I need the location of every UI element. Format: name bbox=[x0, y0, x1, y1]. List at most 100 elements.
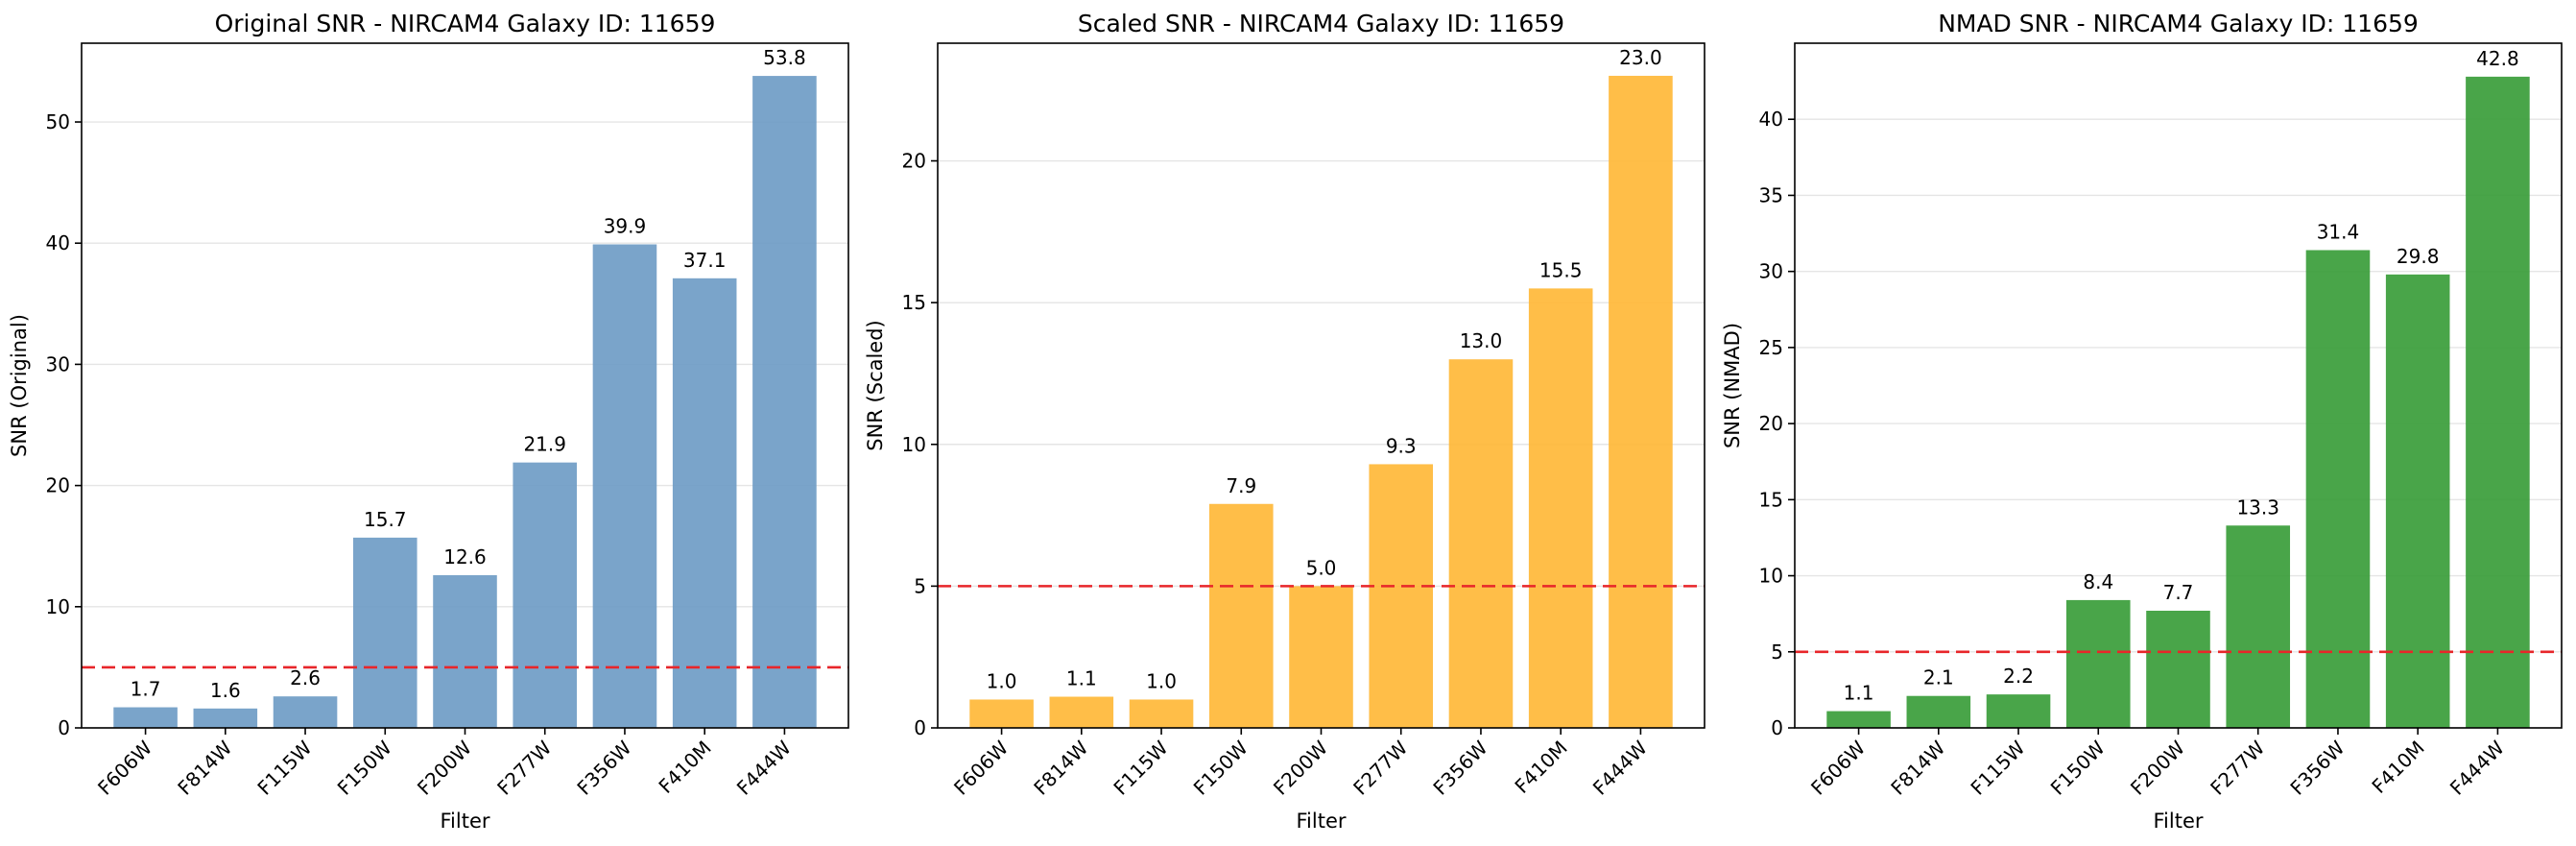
plot-frame bbox=[81, 42, 849, 729]
x-tick-label: F814W bbox=[1886, 736, 1949, 799]
plot-frame bbox=[1794, 42, 2563, 729]
bar-value-label: 15.5 bbox=[1539, 258, 1583, 281]
bar-value-label: 9.3 bbox=[1386, 434, 1417, 457]
bar bbox=[2385, 274, 2450, 728]
bar bbox=[2226, 525, 2291, 728]
bar bbox=[193, 708, 258, 728]
x-tick-label: F606W bbox=[949, 736, 1013, 799]
x-tick-label: F200W bbox=[413, 736, 476, 799]
bar-value-label: 1.7 bbox=[131, 678, 161, 701]
bar-value-label: 29.8 bbox=[2397, 245, 2440, 268]
bar bbox=[969, 699, 1034, 728]
x-tick-label: F356W bbox=[1428, 736, 1491, 799]
bar bbox=[1609, 75, 1673, 728]
bar bbox=[2065, 599, 2131, 728]
chart-scaled-snr: Scaled SNR - NIRCAM4 Galaxy ID: 11659 Fi… bbox=[864, 10, 1705, 833]
plot-frame bbox=[937, 42, 1705, 729]
bar-value-label: 7.7 bbox=[2163, 581, 2194, 604]
x-tick-label: F115W bbox=[1109, 736, 1172, 799]
x-tick-label: F277W bbox=[2206, 736, 2269, 799]
chart-original-snr: Original SNR - NIRCAM4 Galaxy ID: 11659 … bbox=[8, 10, 849, 833]
bar bbox=[433, 574, 497, 728]
bar-value-label: 5.0 bbox=[1306, 556, 1337, 579]
bar bbox=[1448, 359, 1514, 728]
x-tick-label: F410M bbox=[2367, 737, 2428, 798]
x-tick-label: F356W bbox=[2285, 736, 2349, 799]
y-tick-label: 10 bbox=[46, 595, 70, 618]
y-tick-label: 35 bbox=[1759, 183, 1783, 206]
y-tick-label: 5 bbox=[1771, 641, 1783, 664]
x-tick-label: F410M bbox=[654, 737, 715, 798]
x-tick-label: F356W bbox=[572, 736, 635, 799]
x-tick-label: F150W bbox=[333, 736, 396, 799]
bar-value-label: 8.4 bbox=[2083, 570, 2113, 593]
y-tick-label: 25 bbox=[1759, 336, 1783, 359]
x-tick-label: F606W bbox=[1806, 736, 1870, 799]
y-tick-label: 40 bbox=[46, 231, 70, 254]
y-tick-label: 50 bbox=[46, 110, 70, 133]
bar bbox=[113, 707, 178, 728]
chart-nmad-snr: NMAD SNR - NIRCAM4 Galaxy ID: 11659 Filt… bbox=[1721, 10, 2563, 833]
bar bbox=[1129, 699, 1194, 728]
x-tick-label: F150W bbox=[2046, 736, 2110, 799]
y-tick-label: 40 bbox=[1759, 108, 1783, 131]
y-tick-label: 15 bbox=[1759, 488, 1783, 511]
y-tick-label: 30 bbox=[46, 352, 70, 375]
y-axis-label: SNR (Scaled) bbox=[864, 320, 887, 451]
chart-title: Scaled SNR - NIRCAM4 Galaxy ID: 11659 bbox=[1078, 10, 1564, 37]
bar bbox=[1289, 586, 1353, 728]
bar-value-label: 42.8 bbox=[2476, 47, 2519, 70]
x-tick-label: F150W bbox=[1189, 736, 1252, 799]
y-axis-label: SNR (NMAD) bbox=[1721, 323, 1744, 448]
bar-value-label: 15.7 bbox=[364, 508, 407, 531]
y-tick-label: 15 bbox=[902, 291, 926, 314]
bar-value-label: 23.0 bbox=[1619, 46, 1662, 69]
bar bbox=[1528, 288, 1593, 728]
bar bbox=[592, 244, 657, 728]
x-tick-label: F444W bbox=[1588, 736, 1652, 799]
bar bbox=[2466, 76, 2530, 728]
bar-value-label: 1.1 bbox=[1844, 682, 1874, 705]
bar bbox=[273, 696, 338, 728]
x-tick-label: F444W bbox=[2445, 736, 2509, 799]
bar bbox=[1208, 503, 1274, 728]
bar bbox=[1986, 694, 2051, 728]
bar bbox=[672, 278, 737, 728]
bar-value-label: 1.6 bbox=[210, 679, 241, 702]
bar-value-label: 1.0 bbox=[987, 669, 1017, 692]
chart-title: Original SNR - NIRCAM4 Galaxy ID: 11659 bbox=[215, 10, 716, 37]
bar-value-label: 2.2 bbox=[2003, 665, 2034, 688]
x-tick-label: F444W bbox=[732, 736, 796, 799]
y-tick-label: 20 bbox=[1759, 412, 1783, 435]
bar-value-label: 53.8 bbox=[763, 46, 806, 69]
bar bbox=[1049, 696, 1114, 728]
y-tick-label: 20 bbox=[902, 150, 926, 173]
bar-value-label: 7.9 bbox=[1226, 474, 1256, 497]
chart-title: NMAD SNR - NIRCAM4 Galaxy ID: 11659 bbox=[1938, 10, 2419, 37]
bar-value-label: 37.1 bbox=[683, 249, 727, 272]
y-tick-label: 20 bbox=[46, 474, 70, 497]
bar-value-label: 31.4 bbox=[2317, 220, 2360, 243]
y-tick-label: 30 bbox=[1759, 260, 1783, 283]
bar-value-label: 2.6 bbox=[290, 666, 321, 689]
bar bbox=[2305, 250, 2371, 728]
x-tick-label: F277W bbox=[492, 736, 556, 799]
bar bbox=[1906, 695, 1971, 728]
bar-value-label: 39.9 bbox=[604, 214, 647, 237]
y-tick-label: 0 bbox=[914, 716, 926, 739]
y-tick-label: 10 bbox=[1759, 565, 1783, 588]
bar-value-label: 13.0 bbox=[1460, 329, 1503, 352]
bar-value-label: 12.6 bbox=[443, 545, 487, 568]
x-tick-label: F115W bbox=[252, 736, 316, 799]
bar bbox=[1369, 464, 1434, 728]
x-axis-label: Filter bbox=[440, 810, 489, 833]
x-tick-label: F606W bbox=[93, 736, 156, 799]
x-tick-label: F410M bbox=[1510, 737, 1571, 798]
y-axis-label: SNR (Original) bbox=[8, 314, 31, 457]
bar bbox=[352, 537, 417, 728]
bar-value-label: 1.1 bbox=[1066, 667, 1097, 690]
y-tick-label: 5 bbox=[914, 574, 926, 597]
y-tick-label: 0 bbox=[1771, 716, 1783, 739]
x-tick-label: F200W bbox=[1269, 736, 1332, 799]
x-axis-label: Filter bbox=[2153, 810, 2203, 833]
